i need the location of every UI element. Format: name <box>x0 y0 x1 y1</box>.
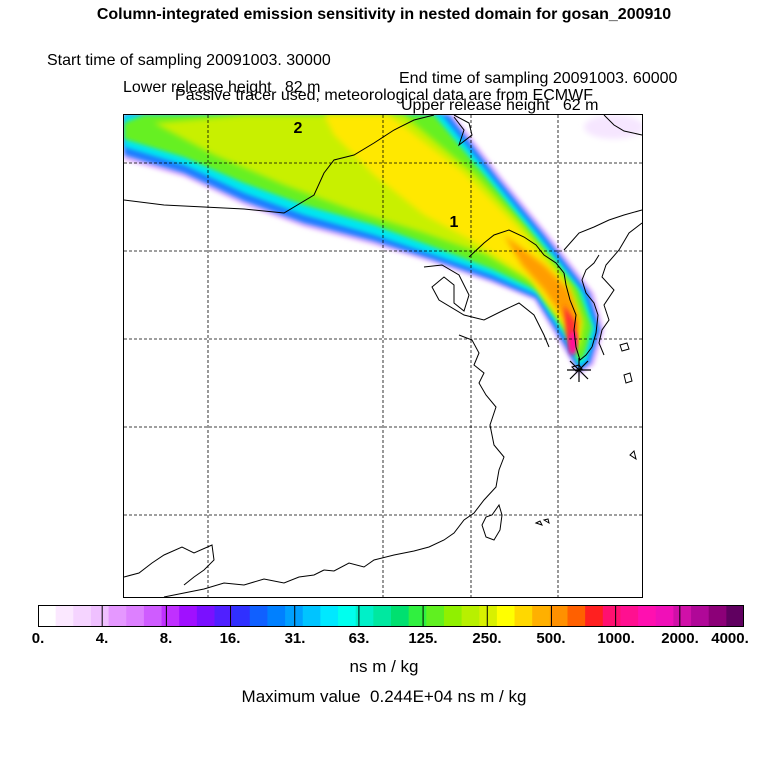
tracer-note: Passive tracer used, meteorological data… <box>175 87 593 104</box>
border-north <box>453 115 473 147</box>
plume-band-yellow <box>324 115 579 343</box>
colorbar-swatch <box>638 605 657 627</box>
colorbar-swatch <box>143 605 163 627</box>
colorbar-swatch <box>338 605 357 627</box>
colorbar-swatch <box>179 605 198 627</box>
colorbar-swatch <box>549 605 568 627</box>
colorbar-tick: 2000. <box>661 630 699 647</box>
end-time-label: End time of sampling 20091003. 60000 <box>399 70 678 87</box>
colorbar-tick: 0. <box>31 630 45 647</box>
colorbar-swatch <box>214 605 233 627</box>
release-height-row: Lower release height 82 m Upper release … <box>0 61 768 115</box>
colorbar-tick: 125. <box>408 630 438 647</box>
colorbar-swatch <box>302 605 321 627</box>
japan-coast <box>598 222 642 356</box>
colorbar-swatch <box>391 605 410 627</box>
receptor-star-icon <box>567 358 591 382</box>
ryukyu-islands <box>534 518 550 526</box>
colorbar-swatch <box>285 605 304 627</box>
figure-title: Column-integrated emission sensitivity i… <box>96 6 672 23</box>
colorbar-swatch <box>443 605 463 627</box>
colorbar-swatch <box>726 605 744 627</box>
colorbar-swatch <box>249 605 268 627</box>
upper-height-label: Upper release height 62 m <box>401 97 599 114</box>
sampling-time-row: Start time of sampling 20091003. 30000 E… <box>0 34 768 88</box>
china-east-coast <box>323 334 505 572</box>
colorbar-swatch <box>355 605 374 627</box>
colorbar <box>38 605 744 627</box>
colorbar-tick: 500. <box>536 630 566 647</box>
start-time-label: Start time of sampling 20091003. 30000 <box>47 52 331 69</box>
colorbar-swatch <box>673 605 692 627</box>
colorbar-unit: ns m / kg <box>349 657 419 676</box>
border-mongolia-china <box>124 115 435 214</box>
colorbar-swatch <box>38 605 57 627</box>
colorbar-border <box>38 605 744 627</box>
max-value-text: Maximum value 0.244E+04 ns m / kg <box>241 687 527 706</box>
colorbar-tick: 250. <box>472 630 502 647</box>
colorbar-tick: 4. <box>95 630 109 647</box>
korea-east <box>581 254 600 348</box>
plume-band-yellow-green <box>154 115 584 351</box>
colorbar-swatch <box>55 605 74 627</box>
colorbar-swatch <box>320 605 339 627</box>
liaodong-coast <box>468 229 565 274</box>
faint-patch-ne <box>584 115 642 139</box>
colorbar-swatch <box>691 605 710 627</box>
colorbar-swatch <box>496 605 516 627</box>
colorbar-swatch <box>108 605 127 627</box>
colorbar-swatch <box>267 605 286 627</box>
colorbar-swatch <box>232 605 251 627</box>
map-panel: 1 2 <box>124 115 642 597</box>
border-ne-hill <box>603 115 642 136</box>
kyushu-islands <box>619 342 637 461</box>
korea-west <box>563 272 593 361</box>
colorbar-swatch <box>567 605 586 627</box>
colorbar-tick: 8. <box>159 630 173 647</box>
taiwan <box>481 503 503 541</box>
colorbar-swatch <box>620 605 639 627</box>
colorbar-swatch <box>161 605 180 627</box>
marker-label-2: 2 <box>294 120 303 137</box>
colorbar-swatch <box>479 605 498 627</box>
colorbar-tick: 16. <box>219 630 241 647</box>
bohai-coast <box>423 264 550 348</box>
marker-label-1: 1 <box>450 214 459 231</box>
colorbar-swatch <box>532 605 551 627</box>
plume <box>124 115 642 375</box>
colorbar-swatch <box>708 605 727 627</box>
sw-border <box>124 544 215 586</box>
colorbar-tick: 1000. <box>597 630 635 647</box>
colorbar-swatch <box>126 605 145 627</box>
coastlines <box>124 115 642 597</box>
colorbar-swatch <box>461 605 480 627</box>
china-south-coast <box>163 569 325 597</box>
colorbar-swatch <box>585 605 604 627</box>
colorbar-tick: 63. <box>348 630 370 647</box>
colorbar-tick: 4000. <box>711 630 749 647</box>
graticule <box>124 115 642 597</box>
lower-height-label: Lower release height 82 m <box>123 79 321 96</box>
plume-band-orange <box>504 235 580 341</box>
colorbar-swatch <box>602 605 621 627</box>
border-ne-china <box>563 209 642 251</box>
colorbar-swatch <box>408 605 427 627</box>
map-svg: 1 2 <box>124 115 642 597</box>
colorbar-tick: 31. <box>284 630 306 647</box>
colorbar-swatch <box>90 605 110 627</box>
colorbar-swatch <box>373 605 392 627</box>
colorbar-swatch <box>426 605 445 627</box>
colorbar-swatch <box>196 605 215 627</box>
colorbar-swatch <box>655 605 674 627</box>
colorbar-swatch <box>514 605 533 627</box>
colorbar-swatch <box>73 605 92 627</box>
